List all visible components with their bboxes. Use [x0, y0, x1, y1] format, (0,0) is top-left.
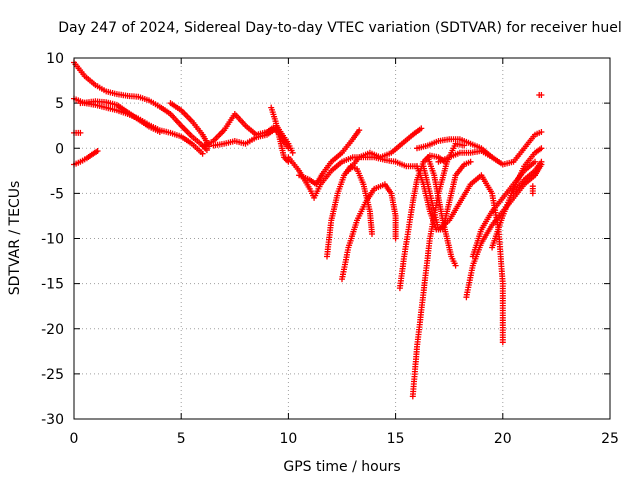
plot-frame: [73, 57, 611, 420]
x-tick-label: 15: [387, 431, 405, 447]
x-tick-label: 20: [494, 431, 512, 447]
data-point: [94, 148, 101, 154]
data-point: [77, 129, 84, 136]
y-tick-label: -10: [41, 232, 64, 248]
x-tick-label: 25: [601, 431, 619, 447]
data-point: [418, 125, 425, 132]
data-point: [289, 149, 296, 156]
y-tick-label: 10: [46, 51, 64, 67]
data-point: [369, 231, 375, 237]
data-point: [392, 235, 399, 242]
data-point: [203, 147, 210, 154]
grid-lines: [74, 58, 610, 419]
x-tick-label: 5: [177, 431, 186, 447]
data-point: [538, 92, 545, 98]
x-tick-label: 10: [279, 431, 297, 447]
data-point: [538, 158, 545, 165]
y-tick-label: -20: [41, 322, 64, 338]
chart-title: Day 247 of 2024, Sidereal Day-to-day VTE…: [58, 20, 621, 36]
data-point: [489, 154, 496, 161]
data-point: [538, 129, 545, 135]
data-point: [356, 127, 363, 134]
y-tick-label: -15: [41, 277, 64, 293]
y-tick-label: 5: [55, 96, 64, 112]
y-tick-label: -5: [50, 186, 64, 202]
data-point: [199, 150, 206, 157]
data-point: [529, 183, 536, 190]
data-point: [156, 129, 163, 135]
y-tick-label: 0: [55, 141, 64, 157]
data-point: [467, 158, 474, 165]
data-point: [499, 339, 506, 346]
x-tick-label: 0: [70, 431, 79, 447]
data-points: [71, 59, 545, 400]
y-tick-label: -30: [41, 412, 64, 428]
data-point: [532, 158, 538, 165]
x-axis-label: GPS time / hours: [283, 459, 400, 475]
y-tick-label: -25: [41, 367, 64, 383]
y-axis-label: SDTVAR / TECUs: [7, 181, 23, 296]
data-point: [538, 145, 545, 152]
data-point: [452, 262, 459, 269]
